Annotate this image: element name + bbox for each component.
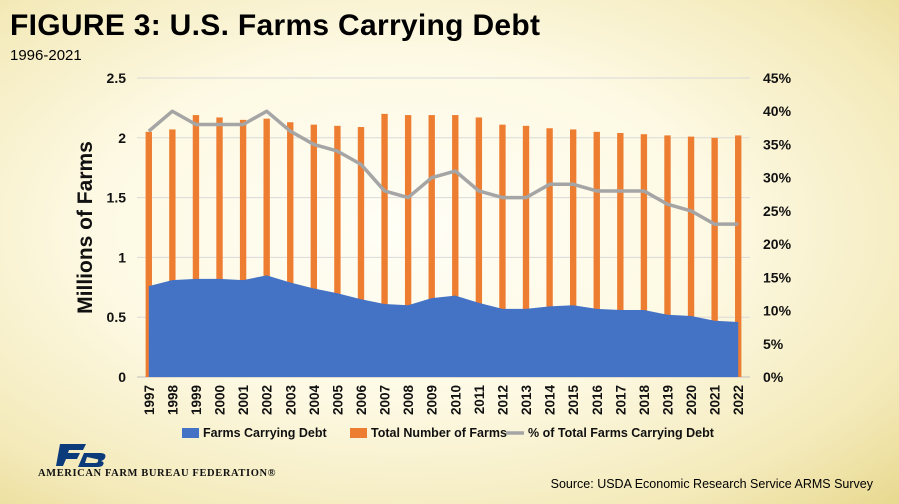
x-tick-label: 2011 [472, 385, 487, 415]
x-tick-label: 2021 [708, 385, 723, 416]
bar-total-farms [475, 117, 483, 377]
bar-total-farms [216, 117, 223, 377]
logo-text: AMERICAN FARM BUREAU FEDERATION® [38, 468, 277, 479]
x-tick-label: 1997 [142, 385, 157, 415]
afbf-logo: AMERICAN FARM BUREAU FEDERATION® [38, 442, 338, 492]
area-farms-carrying-debt [148, 275, 739, 377]
x-tick-label: 2006 [354, 385, 369, 416]
x-tick-label: 1998 [165, 385, 180, 416]
y-tick-label: 2 [118, 130, 126, 146]
legend-swatch [182, 428, 199, 438]
x-tick-label: 2017 [613, 385, 628, 415]
bar-total-farms [640, 134, 648, 377]
bar-total-farms [287, 122, 294, 377]
y2-tick-label: 10% [763, 303, 792, 319]
bar-total-farms [546, 128, 553, 377]
y2-tick-label: 35% [763, 136, 792, 152]
chart-subtitle: 1996-2021 [10, 47, 82, 64]
x-tick-label: 2018 [637, 385, 652, 416]
bar-total-farms [381, 113, 388, 377]
bar-total-farms [593, 131, 600, 377]
y2-tick-label: 15% [763, 269, 792, 285]
bar-total-farms [428, 115, 435, 378]
y2-tick-label: 5% [763, 336, 784, 352]
legend-label: Farms Carrying Debt [203, 426, 327, 440]
x-tick-label: 2008 [401, 385, 416, 416]
y-tick-label: 0.5 [107, 309, 127, 325]
y2-tick-label: 25% [763, 203, 792, 219]
x-tick-label: 2020 [684, 385, 699, 415]
x-tick-label: 2012 [495, 385, 510, 415]
bar-total-farms [404, 115, 412, 378]
y2-tick-label: 30% [763, 170, 792, 186]
bar-total-farms [192, 115, 200, 378]
bar-total-farms [452, 115, 459, 378]
y-tick-label: 0 [118, 369, 126, 385]
bar-total-farms [357, 127, 365, 377]
bar-total-farms [664, 135, 671, 377]
fb-logo-icon [56, 444, 106, 467]
x-tick-label: 2003 [283, 385, 298, 416]
bar-total-farms [711, 137, 718, 377]
x-tick-label: 2019 [660, 385, 675, 415]
x-tick-label: 1999 [189, 385, 204, 415]
chart-title: FIGURE 3: U.S. Farms Carrying Debt [10, 9, 541, 42]
bar-total-farms [617, 133, 624, 377]
y2-tick-label: 40% [763, 103, 792, 119]
bar-total-farms [687, 136, 695, 377]
x-tick-label: 2001 [236, 385, 251, 416]
x-tick-label: 2009 [425, 385, 440, 415]
y-tick-label: 1 [118, 249, 126, 265]
x-tick-label: 2010 [448, 385, 463, 415]
x-tick-label: 2002 [260, 385, 275, 415]
y2-tick-label: 0% [763, 369, 784, 385]
y-tick-label: 2.5 [107, 70, 127, 86]
bar-total-farms [145, 131, 152, 377]
source-note: Source: USDA Economic Research Service A… [550, 477, 873, 491]
x-tick-label: 2015 [566, 385, 581, 416]
bar-total-farms [169, 129, 176, 377]
x-tick-label: 2022 [731, 385, 746, 415]
x-tick-label: 2005 [330, 385, 345, 416]
bar-total-farms [263, 118, 270, 377]
x-tick-label: 2014 [543, 385, 558, 416]
bar-total-farms [310, 124, 318, 377]
y-axis-title: Millions of Farms [74, 141, 97, 314]
y-tick-label: 1.5 [107, 190, 127, 206]
line-pct-carrying-debt [147, 109, 739, 226]
x-tick-label: 2016 [590, 385, 605, 416]
bar-total-farms [569, 129, 577, 377]
y2-tick-label: 45% [763, 70, 792, 86]
bar-total-farms [522, 125, 530, 377]
x-tick-label: 2013 [519, 385, 534, 416]
bar-total-farms [499, 124, 506, 377]
legend-swatch [350, 428, 367, 438]
x-tick-label: 2004 [307, 385, 322, 416]
x-tick-label: 2000 [213, 385, 228, 415]
bar-total-farms [334, 125, 341, 377]
bar-total-farms [239, 119, 247, 378]
x-tick-label: 2007 [378, 385, 393, 415]
y2-tick-label: 20% [763, 236, 792, 252]
legend-label: Total Number of Farms [371, 426, 507, 440]
bar-total-farms [735, 135, 742, 377]
legend-label: % of Total Farms Carrying Debt [528, 426, 715, 440]
